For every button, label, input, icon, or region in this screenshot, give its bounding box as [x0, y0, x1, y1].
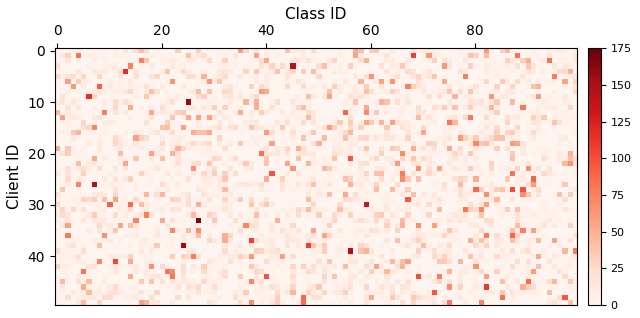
Y-axis label: Client ID: Client ID	[7, 144, 22, 209]
X-axis label: Class ID: Class ID	[285, 7, 347, 22]
